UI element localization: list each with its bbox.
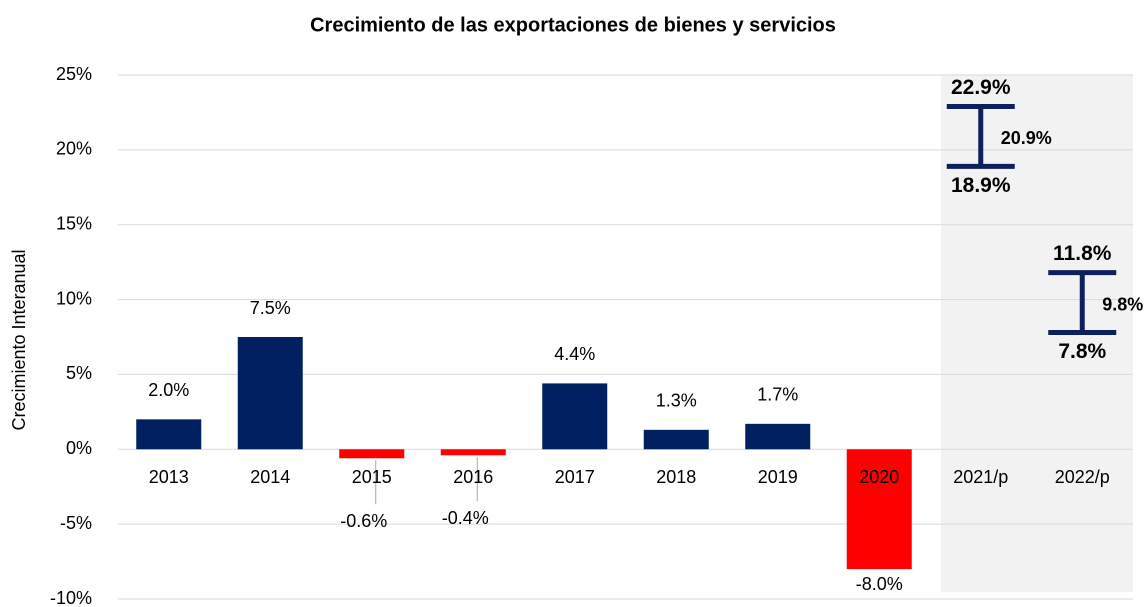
range-high-label: 11.8%: [1053, 242, 1112, 265]
value-label: 2.0%: [148, 380, 189, 400]
y-tick-label: 20%: [56, 139, 92, 159]
range-mid-label: 20.9%: [1001, 128, 1052, 148]
y-tick-label: -5%: [60, 513, 92, 533]
value-label: 1.7%: [757, 385, 798, 405]
value-label: -8.0%: [856, 574, 903, 594]
bar: [440, 449, 506, 456]
bar: [542, 383, 608, 450]
x-tick-label: 2021/p: [953, 467, 1008, 487]
x-tick-label: 2018: [656, 467, 696, 487]
x-tick-label: 2014: [250, 467, 290, 487]
bar: [643, 429, 709, 450]
y-tick-label: 15%: [56, 213, 92, 233]
y-tick-label: 25%: [56, 64, 92, 84]
value-label: 1.3%: [656, 391, 697, 411]
x-tick-label: 2019: [758, 467, 798, 487]
x-tick-label: 2022/p: [1055, 467, 1110, 487]
y-tick-label: -10%: [50, 588, 92, 607]
range-mid-label: 9.8%: [1102, 294, 1143, 314]
bar: [339, 449, 405, 459]
x-tick-label: 2013: [149, 467, 189, 487]
x-tick-label: 2020: [859, 467, 899, 487]
bar: [136, 419, 202, 450]
bar: [745, 423, 811, 450]
range-high-label: 22.9%: [951, 76, 1011, 99]
value-label: 7.5%: [250, 298, 291, 318]
y-tick-label: 0%: [66, 438, 92, 458]
x-tick-label: 2016: [453, 467, 493, 487]
bar: [846, 449, 912, 570]
chart-title: Crecimiento de las exportaciones de bien…: [310, 14, 836, 36]
range-low-label: 7.8%: [1058, 340, 1106, 363]
y-tick-label: 10%: [56, 288, 92, 308]
range-low-label: 18.9%: [951, 174, 1011, 197]
x-tick-label: 2015: [352, 467, 392, 487]
value-label: 4.4%: [554, 344, 595, 364]
bar: [237, 337, 303, 450]
value-label: -0.6%: [340, 511, 387, 531]
y-tick-label: 5%: [66, 363, 92, 383]
y-axis-title: Crecimiento Interanual: [9, 249, 29, 430]
value-label: -0.4%: [442, 508, 489, 528]
x-tick-label: 2017: [555, 467, 595, 487]
